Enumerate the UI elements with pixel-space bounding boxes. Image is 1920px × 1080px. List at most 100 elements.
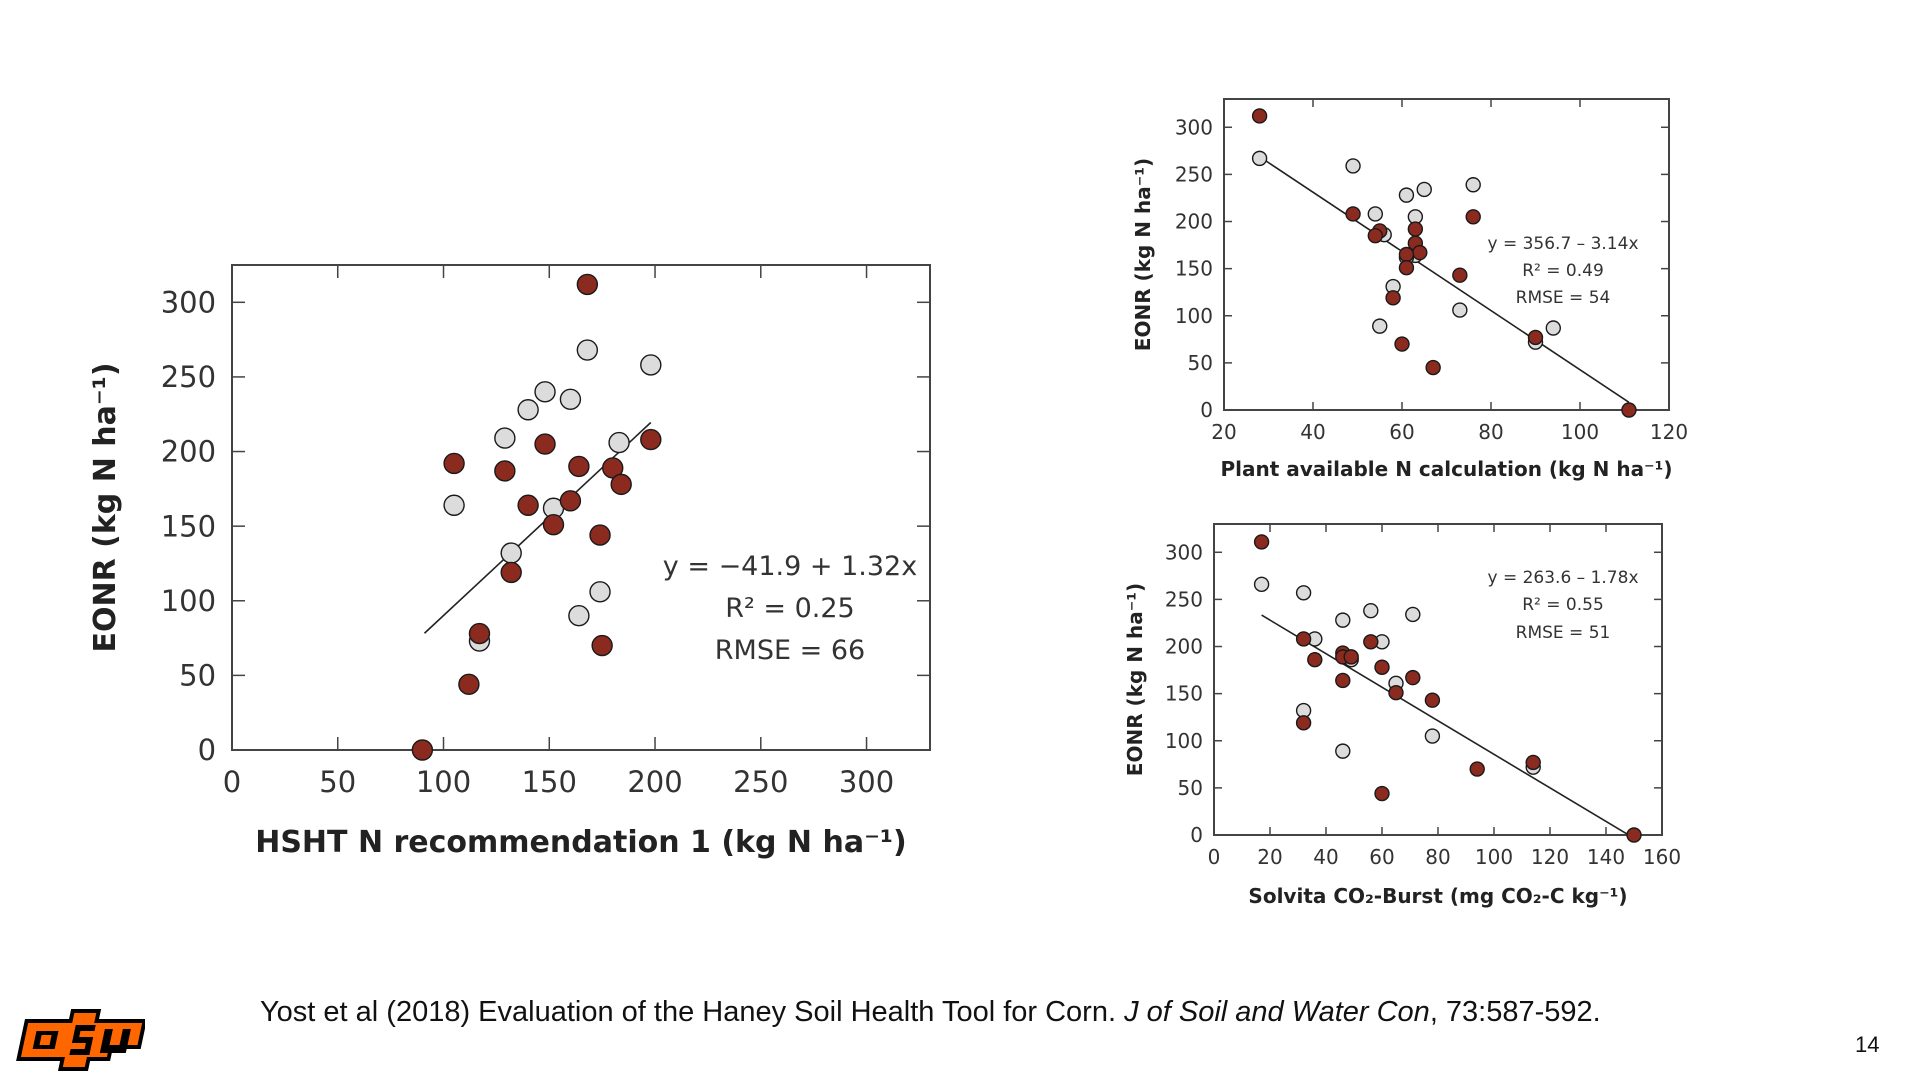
pan-point-red [1398, 246, 1415, 263]
hsht-xtick-label: 200 [627, 765, 682, 799]
hsht-y-axis-title: EONR (kg N ha⁻¹) [88, 362, 123, 652]
solvita-annotation-line: y = 263.6 – 1.78x [1488, 568, 1639, 588]
hsht-xtick-label: 250 [733, 765, 788, 799]
hsht-point-gray [500, 542, 522, 564]
solvita-point-red [1253, 534, 1270, 550]
solvita-xtick-label: 0 [1208, 845, 1221, 869]
hsht-xtick-label: 300 [839, 765, 894, 799]
hsht-point-red [534, 433, 556, 455]
pan-ytick-label: 250 [1175, 162, 1213, 186]
logo-s [69, 1025, 96, 1055]
solvita-point-gray [1405, 606, 1421, 623]
pan-xtick-label: 120 [1650, 420, 1688, 444]
solvita-xtick-label: 60 [1369, 845, 1394, 869]
solvita-point-gray [1253, 576, 1270, 593]
hsht-point-red [500, 561, 522, 584]
hsht-ytick-label: 100 [161, 584, 216, 618]
solvita-point-red [1388, 684, 1404, 701]
pan-xtick-label: 80 [1478, 420, 1503, 444]
pan-annotation-line: y = 356.7 – 3.14x [1488, 234, 1639, 254]
hsht-point-gray [576, 339, 599, 361]
solvita-ytick-label: 150 [1165, 682, 1203, 706]
hsht-point-red [494, 460, 516, 482]
hsht-point-red [640, 428, 662, 451]
solvita-point-red [1469, 761, 1485, 777]
hsht-point-red [542, 513, 565, 536]
solvita-xtick-label: 160 [1643, 845, 1681, 869]
hsht-point-red [610, 473, 632, 496]
solvita-point-gray [1335, 743, 1351, 759]
solvita-point-red [1374, 785, 1390, 802]
solvita-point-red [1335, 672, 1351, 689]
hsht-xtick-label: 0 [223, 765, 241, 799]
solvita-point-red [1626, 827, 1642, 843]
pan-ytick-label: 0 [1200, 398, 1213, 422]
pan-ytick-label: 300 [1175, 115, 1213, 139]
hsht-point-red [589, 524, 611, 546]
pan-ytick-label: 200 [1175, 210, 1213, 234]
hsht-point-gray [640, 354, 662, 376]
hsht-point-red [559, 490, 582, 512]
pan-chart: 20 40 60 80 100 120 0 50 100 150 200 250 300 Plant av… [1131, 98, 1688, 481]
solvita-ytick-label: 100 [1165, 729, 1203, 753]
solvita-point-gray [1424, 728, 1441, 744]
hsht-point-red [591, 634, 613, 657]
solvita-xtick-label: 140 [1587, 845, 1625, 869]
hsht-ytick-label: 300 [161, 285, 216, 319]
pan-ytick-label: 150 [1175, 257, 1213, 281]
solvita-point-red [1295, 631, 1312, 647]
pan-point-red [1452, 267, 1468, 283]
solvita-point-red [1295, 715, 1312, 731]
pan-point-red [1407, 221, 1424, 237]
pan-ytick-label: 50 [1188, 351, 1213, 375]
pan-regression-line [1259, 156, 1630, 403]
hsht-point-gray [608, 431, 630, 454]
pan-point-gray [1452, 302, 1468, 318]
citation-prefix: Yost et al (2018) Evaluation of the Hane… [260, 996, 1125, 1028]
solvita-ytick-label: 50 [1178, 776, 1203, 800]
pan-ytick-label: 100 [1175, 304, 1213, 328]
page-number: 14 [1855, 1032, 1880, 1057]
hsht-point-red [458, 673, 480, 696]
solvita-annotation-line: RMSE = 51 [1516, 623, 1611, 643]
pan-point-red [1412, 244, 1428, 261]
pan-plot-frame [1223, 98, 1670, 411]
pan-x-axis-title: Plant available N calculation (kg N ha⁻¹… [1220, 457, 1672, 481]
solvita-annotation-line: R² = 0.55 [1522, 595, 1604, 615]
hsht-ytick-label: 0 [198, 733, 216, 767]
solvita-point-red [1405, 669, 1421, 686]
pan-xtick-label: 20 [1211, 420, 1236, 444]
citation: Yost et al (2018) Evaluation of the Hane… [260, 996, 1601, 1029]
pan-point-red [1345, 206, 1361, 222]
solvita-xtick-label: 80 [1425, 845, 1450, 869]
hsht-annotation-line: R² = 0.25 [725, 593, 855, 624]
solvita-xtick-label: 120 [1531, 845, 1569, 869]
hsht-xtick-label: 150 [522, 765, 577, 799]
pan-point-gray [1416, 181, 1432, 198]
hsht-point-red [517, 494, 539, 516]
pan-xtick-label: 40 [1300, 420, 1325, 444]
hsht-chart: 0 50 100 150 200 250 300 0 50 100 150 200 250 300 HSHT… [88, 264, 931, 860]
solvita-regression-line [1261, 614, 1629, 836]
solvita-xtick-label: 20 [1257, 845, 1282, 869]
pan-point-red [1385, 290, 1401, 306]
logo-o-inner [39, 1035, 52, 1045]
pan-point-red [1394, 336, 1410, 352]
hsht-ytick-label: 50 [179, 659, 216, 693]
pan-point-red [1251, 108, 1268, 124]
solvita-point-red [1307, 652, 1323, 668]
citation-suffix: , 73:587-592. [1429, 996, 1601, 1028]
hsht-point-red [576, 273, 599, 296]
hsht-point-red [443, 452, 465, 475]
hsht-point-gray [534, 381, 556, 403]
pan-point-red [1425, 359, 1441, 376]
solvita-point-red [1525, 754, 1541, 771]
hsht-annotation-line: y = −41.9 + 1.32x [663, 551, 917, 582]
hsht-xtick-label: 100 [416, 765, 471, 799]
solvita-point-gray [1295, 585, 1312, 601]
hsht-point-gray [517, 399, 539, 421]
solvita-ytick-label: 200 [1165, 635, 1203, 659]
pan-point-gray [1251, 150, 1268, 167]
pan-point-gray [1398, 187, 1415, 203]
